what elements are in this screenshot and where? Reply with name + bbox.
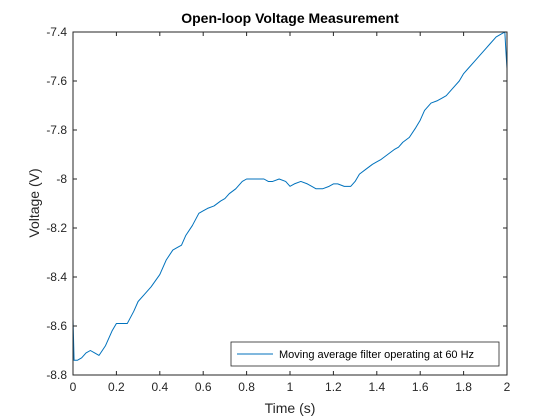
x-axis-label: Time (s) [265,400,316,416]
y-tick-label: -8 [56,172,67,186]
legend-box [230,341,500,367]
legend-entry: Moving average filter operating at 60 Hz [279,349,474,361]
x-tick-label: 1.6 [412,380,429,394]
chart-title: Open-loop Voltage Measurement [181,10,399,26]
y-ticks: -8.8 -8.6 -8.4 -8.2 -8 -7.8 -7.6 -7.4 [46,25,507,382]
series-layer [72,31,508,361]
x-tick-label: 1.4 [368,380,385,394]
y-tick-label: -8.2 [46,221,67,235]
y-tick-label: -7.4 [46,25,67,39]
x-ticks: 0 0.2 0.4 0.6 0.8 1 1.2 1.4 1.6 1.8 2 [70,32,511,394]
y-tick-label: -8.4 [46,270,67,284]
y-tick-label: -8.8 [46,368,67,382]
x-tick-label: 0.4 [151,380,168,394]
plot-background [73,32,507,375]
y-axis-label: Voltage (V) [26,168,42,237]
series-line [72,31,508,361]
x-tick-label: 2 [504,380,511,394]
y-tick-label: -7.8 [46,123,67,137]
x-tick-label: 0.6 [195,380,212,394]
y-tick-label: -8.6 [46,319,67,333]
x-tick-label: 1 [287,380,294,394]
legend: Moving average filter operating at 60 Hz [230,341,500,367]
x-tick-label: 0 [70,380,77,394]
x-tick-label: 1.2 [325,380,342,394]
y-tick-label: -7.6 [46,74,67,88]
x-tick-label: 0.8 [238,380,255,394]
x-tick-label: 0.2 [108,380,125,394]
x-tick-label: 1.8 [455,380,472,394]
